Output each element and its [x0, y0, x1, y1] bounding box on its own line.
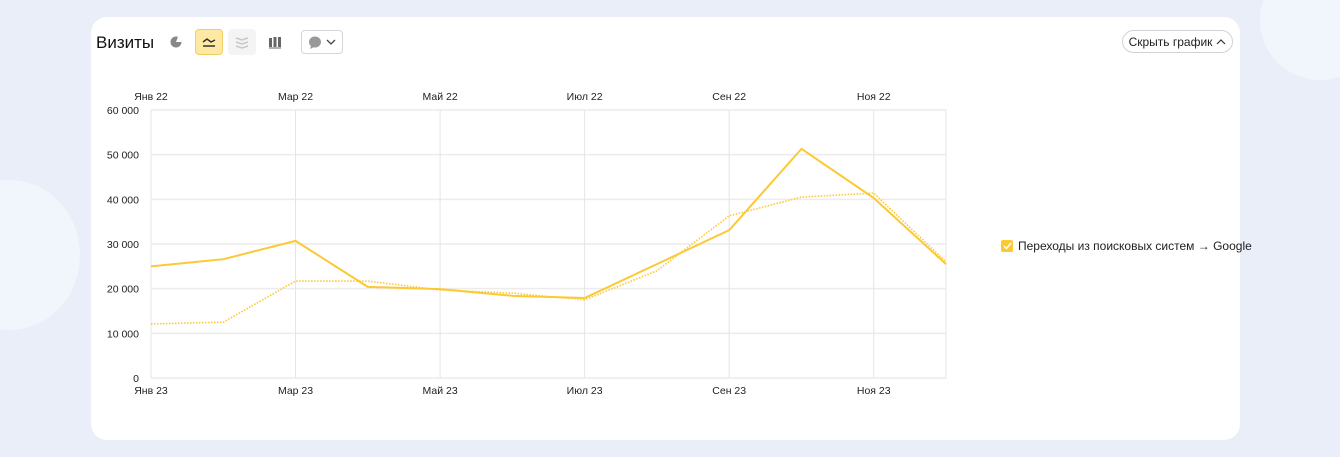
legend-label: Переходы из поисковых систем → Google [1018, 239, 1252, 253]
y-tick-label: 10 000 [107, 328, 139, 340]
comment-icon [309, 36, 321, 49]
hide-chart-label: Скрыть график [1128, 34, 1213, 49]
area-chart-button[interactable] [228, 29, 256, 55]
x-top-tick-label: Мар 22 [278, 91, 313, 103]
visits-chart-card [91, 17, 1240, 440]
y-tick-label: 50 000 [107, 150, 139, 162]
series-line-2023 [150, 147, 947, 300]
hide-chart-button[interactable]: Скрыть график [1122, 30, 1233, 53]
x-bottom-tick-label: Ноя 23 [857, 385, 891, 397]
x-bottom-tick-label: Янв 23 [134, 385, 168, 397]
y-tick-label: 30 000 [107, 239, 139, 251]
line-chart-button[interactable] [195, 29, 223, 55]
y-tick-label: 20 000 [107, 284, 139, 296]
x-top-tick-label: Янв 22 [134, 91, 168, 103]
chart-title: Визиты [96, 33, 155, 52]
legend-checkbox[interactable] [1001, 240, 1013, 252]
pie-chart-button[interactable] [162, 29, 190, 55]
x-top-tick-label: Ноя 22 [857, 91, 891, 103]
x-top-tick-label: Сен 22 [712, 91, 746, 103]
pie-chart-icon [170, 36, 182, 48]
x-bottom-tick-label: Сен 23 [712, 385, 746, 397]
series-line-2022 [150, 192, 947, 325]
x-bottom-tick-label: Мар 23 [278, 385, 313, 397]
bar-chart-button[interactable] [261, 29, 289, 55]
comments-dropdown[interactable] [301, 30, 343, 54]
x-top-tick-label: Июл 22 [567, 91, 603, 103]
check-icon [1002, 242, 1012, 250]
x-bottom-tick-label: Июл 23 [567, 385, 603, 397]
area-chart-icon [235, 37, 249, 49]
x-bottom-tick-label: Май 23 [423, 385, 458, 397]
line-chart-icon [202, 38, 216, 47]
y-tick-label: 60 000 [107, 105, 139, 117]
x-top-tick-label: Май 22 [423, 91, 458, 103]
bar-chart-icon [269, 37, 281, 49]
y-tick-label: 0 [133, 373, 139, 385]
legend-item[interactable]: Переходы из поисковых систем → Google [1001, 239, 1252, 253]
chevron-up-icon [1216, 38, 1226, 44]
y-tick-label: 40 000 [107, 194, 139, 206]
chevron-down-icon [326, 39, 336, 45]
